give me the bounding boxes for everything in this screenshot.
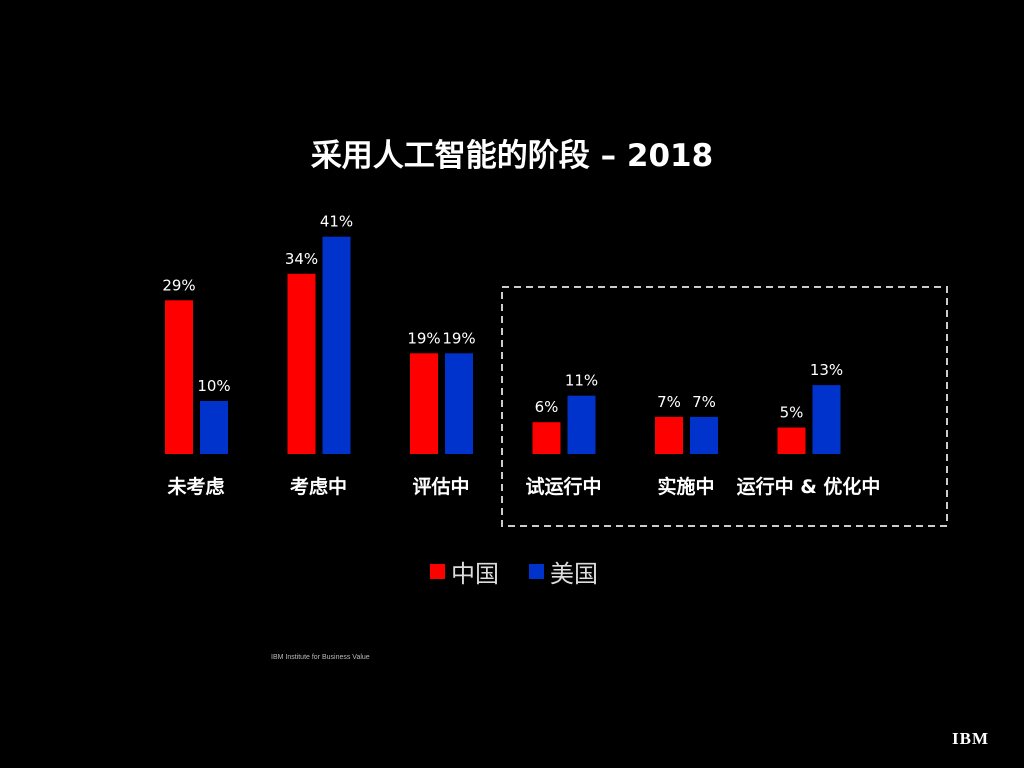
bar-china-3 (532, 422, 561, 454)
bar-china-0 (165, 300, 193, 454)
bar-china-2 (410, 353, 438, 454)
bar-usa-4 (690, 416, 718, 454)
bar-usa-5 (812, 385, 841, 454)
category-label: 运行中 & 优化中 (737, 475, 881, 498)
highlight-box (501, 286, 948, 527)
category-label: 未考虑 (166, 475, 224, 498)
data-label: 10% (197, 377, 230, 395)
data-label: 41% (320, 213, 353, 231)
bar-usa-0 (200, 401, 228, 454)
bar-china-4 (655, 416, 683, 454)
legend-label-china: 中国 (451, 560, 499, 588)
legend-swatch-usa (529, 564, 544, 579)
data-label: 7% (657, 393, 681, 411)
data-label: 19% (407, 329, 440, 347)
category-label: 实施中 (657, 475, 714, 498)
legend-label-usa: 美国 (550, 560, 598, 588)
bar-china-5 (777, 427, 806, 454)
bar-china-1 (287, 273, 316, 454)
legend: 中国 美国 (430, 554, 598, 589)
ibm-logo: IBM (952, 729, 989, 749)
data-label: 29% (162, 276, 195, 294)
bar-usa-3 (567, 395, 596, 454)
source-note: IBM Institute for Business Value (271, 654, 370, 661)
chart-title: 采用人工智能的阶段 – 2018 (310, 138, 714, 174)
data-label: 13% (810, 361, 843, 379)
data-label: 6% (535, 398, 559, 416)
legend-swatch-china (430, 564, 445, 579)
category-label: 试运行中 (525, 475, 601, 498)
category-label: 评估中 (412, 475, 469, 498)
data-label: 5% (780, 404, 804, 422)
bar-usa-1 (322, 236, 351, 454)
data-label: 7% (692, 393, 716, 411)
data-label: 19% (442, 329, 475, 347)
bar-usa-2 (445, 353, 473, 454)
category-label: 考虑中 (290, 475, 347, 498)
data-label: 34% (285, 250, 318, 268)
data-label: 11% (565, 372, 598, 390)
